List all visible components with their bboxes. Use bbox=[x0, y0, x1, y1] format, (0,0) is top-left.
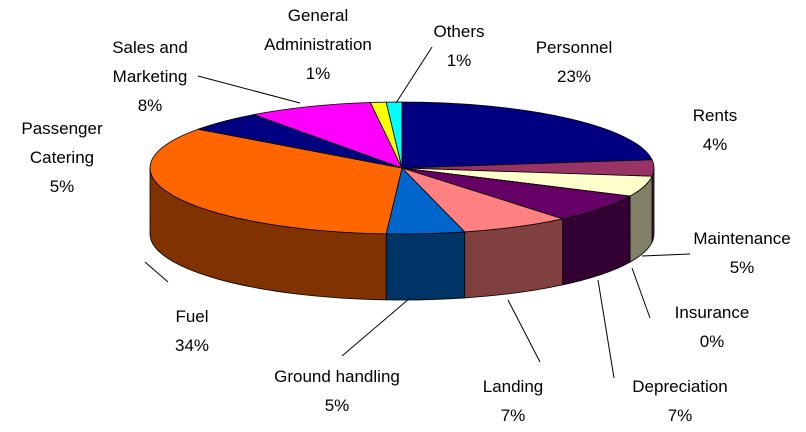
slice-label: Landing 7% bbox=[463, 372, 563, 430]
value-label: 1% bbox=[305, 64, 331, 83]
leader-line bbox=[144, 261, 169, 283]
leader-line bbox=[395, 46, 433, 104]
leader-line bbox=[597, 279, 615, 379]
leader-line bbox=[341, 297, 411, 357]
slice-label: Sales and Marketing 8% bbox=[100, 33, 200, 120]
category-label: Fuel bbox=[175, 307, 209, 326]
category-label: Landing bbox=[482, 377, 544, 396]
slice bbox=[401, 101, 653, 169]
category-label: Ground handling bbox=[274, 367, 400, 386]
category-label: Passenger Catering bbox=[21, 119, 103, 167]
slice-label: Insurance 0% bbox=[657, 298, 767, 356]
value-label: 4% bbox=[702, 135, 728, 154]
slice-label: Maintenance 5% bbox=[677, 224, 806, 282]
category-label: Depreciation bbox=[632, 377, 728, 396]
slice bbox=[252, 102, 403, 169]
slice-label: General Administration 1% bbox=[253, 1, 383, 88]
category-label: General Administration bbox=[264, 6, 372, 54]
category-label: Maintenance bbox=[693, 229, 791, 248]
category-label: Personnel bbox=[535, 38, 613, 57]
value-label: 5% bbox=[49, 177, 75, 196]
slice-label: Passenger Catering 5% bbox=[12, 114, 112, 201]
value-label: 23% bbox=[556, 67, 592, 86]
slice-label: Fuel 34% bbox=[152, 302, 232, 360]
slice-label: Ground handling 5% bbox=[252, 362, 422, 420]
category-label: Insurance bbox=[674, 303, 750, 322]
category-label: Others bbox=[433, 22, 485, 41]
value-label: 5% bbox=[324, 396, 350, 415]
value-label: 1% bbox=[446, 51, 472, 70]
value-label: 7% bbox=[500, 406, 526, 425]
leader-line bbox=[641, 253, 691, 257]
value-label: 0% bbox=[699, 332, 725, 351]
slice-label: Others 1% bbox=[414, 17, 504, 75]
slice-label: Depreciation 7% bbox=[615, 372, 745, 430]
leader-line bbox=[631, 267, 651, 319]
category-label: Rents bbox=[692, 106, 738, 125]
category-label: Sales and Marketing bbox=[112, 38, 188, 86]
value-label: 7% bbox=[667, 406, 693, 425]
slice bbox=[401, 167, 565, 233]
value-label: 8% bbox=[137, 96, 163, 115]
slice-side bbox=[385, 231, 466, 301]
slice bbox=[149, 128, 403, 235]
slice-label: Rents 4% bbox=[675, 101, 755, 159]
leader-line bbox=[507, 299, 541, 363]
slice bbox=[401, 167, 632, 220]
value-label: 34% bbox=[174, 336, 210, 355]
value-label: 5% bbox=[729, 258, 755, 277]
slice-label: Personnel 23% bbox=[514, 33, 634, 91]
leader-line bbox=[197, 75, 301, 104]
slice bbox=[385, 101, 403, 169]
